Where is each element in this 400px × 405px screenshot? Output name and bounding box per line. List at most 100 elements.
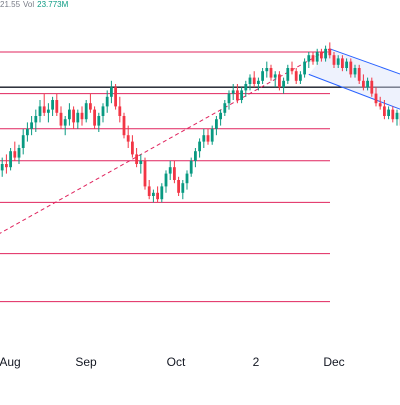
candle-body (312, 55, 315, 61)
candle (118, 97, 121, 123)
candle-body (223, 103, 226, 113)
candle (13, 142, 16, 161)
candle-body (354, 68, 357, 74)
candle-body (89, 103, 92, 109)
candle-body (18, 148, 21, 158)
candle-body (232, 90, 235, 93)
candle (169, 161, 172, 180)
candle-body (123, 116, 126, 135)
candle-body (236, 90, 239, 100)
candle-body (370, 81, 373, 94)
candle-body (34, 116, 37, 122)
candle-body (362, 81, 365, 87)
candle-body (333, 55, 336, 65)
candle-body (396, 113, 399, 119)
candle (198, 138, 201, 157)
candle-body (270, 68, 273, 78)
candle-body (345, 62, 348, 68)
candle-body (118, 106, 121, 116)
candle-body (358, 68, 361, 81)
candle (244, 81, 247, 97)
candle-body (81, 113, 84, 119)
candle-body (261, 71, 264, 81)
candle-body (93, 110, 96, 126)
candle-body (22, 135, 25, 148)
candle (5, 154, 8, 173)
candle-body (282, 81, 285, 87)
x-axis-label: 2 (253, 355, 260, 369)
candle-body (76, 113, 79, 123)
candle-body (265, 68, 268, 71)
candle-body (320, 52, 323, 58)
candle (72, 106, 75, 128)
candle (60, 106, 63, 128)
candle (114, 84, 117, 110)
candle-body (43, 106, 46, 112)
x-axis-label: Oct (167, 355, 186, 369)
candle (93, 106, 96, 128)
horizontal-levels (0, 52, 400, 302)
candle-body (110, 87, 113, 97)
candle (55, 94, 58, 116)
candle-body (131, 142, 134, 155)
candle-body (215, 119, 218, 129)
candle-body (186, 174, 189, 184)
candle (68, 103, 71, 125)
candle-body (379, 103, 382, 106)
candle (232, 84, 235, 100)
candle-body (173, 167, 176, 180)
candle (76, 110, 79, 129)
candle-body (64, 119, 67, 125)
candle-body (177, 180, 180, 193)
candle (64, 116, 67, 135)
candle-body (85, 103, 88, 119)
candle-body (1, 164, 4, 170)
candle (22, 129, 25, 155)
candle-body (194, 151, 197, 161)
candle-body (152, 193, 155, 196)
candle-body (307, 55, 310, 61)
candle-body (274, 74, 277, 77)
candle-body (249, 78, 252, 84)
candle-body (291, 68, 294, 71)
candle (253, 71, 256, 87)
candle (81, 106, 84, 125)
candle (219, 110, 222, 126)
candle (85, 100, 88, 122)
candle-body (349, 62, 352, 75)
candle (265, 62, 268, 78)
candle-body (366, 81, 369, 87)
candle (282, 78, 285, 94)
candle-body (324, 49, 327, 59)
candle-body (190, 161, 193, 174)
candle-body (240, 90, 243, 100)
candle (144, 158, 147, 190)
candle (148, 180, 151, 199)
candle-body (156, 193, 159, 199)
candle (207, 129, 210, 145)
candle (181, 180, 184, 199)
candle (215, 116, 218, 135)
candle-body (144, 161, 147, 187)
candle-body (316, 52, 319, 62)
candle (186, 170, 189, 189)
candle (295, 68, 298, 84)
candle-body (148, 186, 151, 196)
candle (307, 52, 310, 68)
candle (291, 62, 294, 75)
candle-body (278, 74, 281, 87)
candle-body (328, 49, 331, 55)
candle-body (72, 110, 75, 123)
x-axis-label: Sep (75, 355, 97, 369)
candle (110, 81, 113, 103)
candle (102, 103, 105, 122)
candle-body (341, 58, 344, 68)
candle-body (253, 78, 256, 84)
candle-body (13, 151, 16, 157)
candle-body (257, 81, 260, 84)
candle (30, 116, 33, 135)
volume-label: Vol (23, 0, 34, 9)
